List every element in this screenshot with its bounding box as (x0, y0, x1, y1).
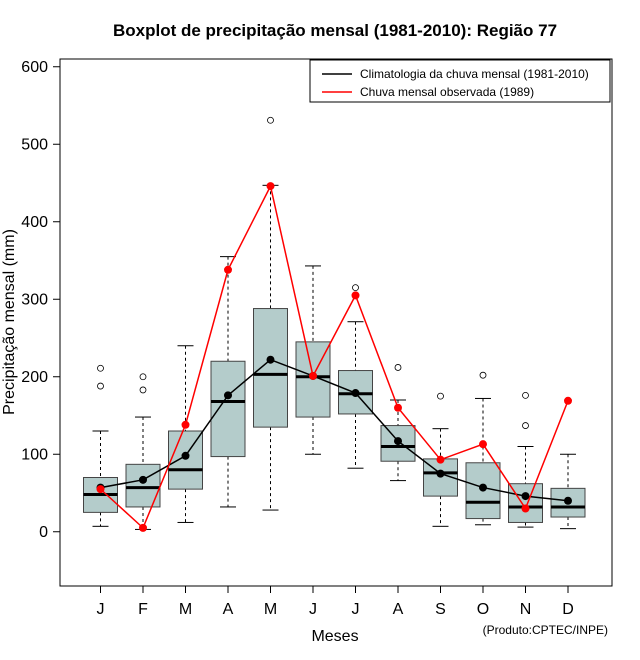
x-tick-label: S (435, 601, 446, 618)
x-tick-label: J (352, 601, 360, 618)
y-tick-label: 300 (21, 291, 48, 308)
outlier-point (267, 116, 274, 124)
observed-point (224, 265, 232, 274)
y-tick-label: 500 (21, 136, 48, 153)
y-tick-label: 600 (21, 59, 48, 76)
outlier-point (437, 392, 444, 400)
legend-box (309, 59, 611, 103)
y-tick-label: 200 (21, 369, 48, 386)
outlier-point (97, 382, 104, 390)
y-axis-label: Precipitação mensal (mm) (1, 229, 18, 415)
climatology-point (139, 475, 147, 484)
outlier-point (522, 391, 529, 399)
observed-point (436, 455, 445, 464)
outlier-point (522, 422, 529, 429)
climatology-point (181, 451, 190, 460)
x-tick-label: M (179, 601, 192, 618)
outlier-point (97, 364, 104, 372)
box (210, 360, 246, 458)
climatology-line (100, 358, 569, 502)
outlier-point (394, 364, 402, 371)
observed-point (351, 291, 360, 300)
observed-point (96, 485, 105, 494)
climatology-point (394, 437, 402, 446)
x-tick-label: J (309, 601, 317, 618)
plot-frame (59, 58, 613, 587)
x-tick-label: A (223, 601, 234, 618)
y-tick-label: 400 (21, 214, 48, 231)
climatology-point (479, 483, 487, 492)
x-tick-label: F (138, 601, 148, 618)
observed-point (521, 504, 530, 513)
outlier-point (352, 284, 359, 292)
y-tick-label: 100 (21, 446, 48, 463)
climatology-point (564, 496, 572, 505)
box (253, 308, 288, 428)
x-axis-label: Meses (311, 628, 358, 645)
observed-point (266, 182, 275, 191)
x-tick-label: D (562, 601, 574, 618)
credit-text: (Produto:CPTEC/INPE) (483, 623, 608, 637)
climatology-point (266, 355, 275, 364)
climatology-point (521, 492, 530, 501)
legend-label: Climatologia da chuva mensal (1981-2010) (360, 67, 589, 81)
observed-point (479, 440, 487, 449)
observed-point (181, 420, 190, 429)
observed-point (394, 403, 402, 412)
climatology-point (351, 389, 360, 398)
outlier-point (479, 371, 487, 379)
x-tick-label: A (393, 601, 404, 618)
climatology-point (224, 391, 232, 400)
x-tick-label: J (97, 601, 105, 618)
observed-point (564, 396, 572, 405)
x-tick-label: M (264, 601, 277, 618)
outlier-point (139, 373, 147, 381)
observed-point (309, 371, 317, 380)
x-tick-label: O (477, 601, 489, 618)
legend-label: Chuva mensal observada (1989) (360, 85, 534, 99)
plot-area: 0 100 200 300 400 500 600 J F M A M J J A S O N D Climatolo… (21, 58, 613, 618)
climatology-point (436, 469, 445, 478)
y-tick-label: 0 (39, 524, 48, 541)
chart-title: Boxplot de precipitação mensal (1981-201… (113, 21, 557, 40)
x-tick-label: N (520, 601, 532, 618)
observed-line (99, 183, 569, 530)
outlier-point (139, 386, 147, 394)
observed-point (139, 523, 147, 532)
